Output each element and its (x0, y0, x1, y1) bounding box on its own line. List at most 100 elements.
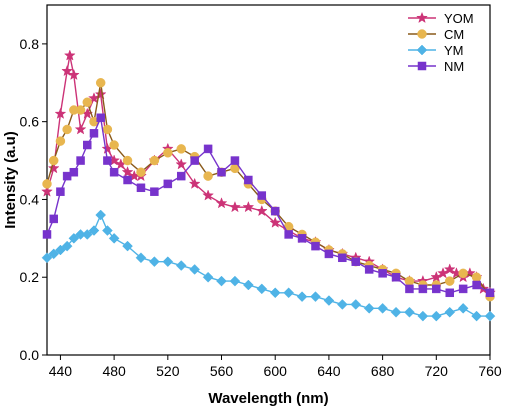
data-point (230, 156, 240, 165)
data-point (63, 49, 76, 61)
x-tick-label: 760 (478, 363, 502, 379)
data-point (96, 113, 105, 123)
data-point (417, 310, 429, 322)
data-point (444, 276, 455, 286)
legend-item-nm: NM (408, 59, 464, 74)
data-point (88, 225, 100, 236)
data-point (109, 167, 119, 177)
series-yom (41, 49, 496, 298)
data-point (123, 175, 132, 185)
data-point (136, 167, 146, 177)
data-point (283, 287, 294, 299)
x-tick-label: 560 (210, 363, 234, 379)
legend-label: YOM (444, 11, 474, 26)
data-point (149, 256, 160, 268)
data-point (41, 252, 53, 264)
data-point (203, 171, 213, 181)
data-point (311, 241, 320, 251)
data-point (310, 291, 321, 303)
legend-marker (417, 61, 427, 71)
y-axis-label: Intensity (a.u) (2, 131, 19, 229)
data-point (122, 240, 133, 252)
data-point (229, 275, 241, 287)
data-point (203, 144, 213, 154)
data-point (67, 68, 80, 81)
data-point (56, 187, 65, 196)
data-point (242, 201, 255, 213)
data-point (81, 229, 93, 240)
data-point (472, 280, 481, 290)
data-point (432, 284, 441, 294)
data-point (391, 272, 401, 282)
data-point (297, 234, 307, 243)
data-point (42, 230, 52, 239)
data-point (336, 299, 348, 310)
data-point (430, 310, 442, 322)
data-point (175, 158, 188, 170)
x-tick-label: 480 (102, 363, 126, 379)
data-point (471, 272, 482, 282)
data-point (284, 230, 293, 239)
data-point (378, 269, 387, 278)
data-point (150, 187, 159, 196)
data-point (445, 288, 454, 298)
x-tick-label: 640 (317, 363, 341, 379)
data-point (405, 284, 414, 294)
data-point (351, 257, 361, 266)
legend-marker (416, 11, 428, 24)
data-point (82, 97, 93, 107)
data-point (404, 306, 415, 318)
data-point (47, 162, 60, 174)
legend-marker (416, 44, 428, 56)
legend-item-cm: CM (408, 27, 464, 42)
data-point (243, 279, 254, 291)
data-point (41, 185, 53, 197)
data-point (54, 107, 67, 119)
data-point (55, 136, 66, 146)
data-point (103, 156, 112, 165)
data-point (48, 248, 60, 260)
x-tick-label: 520 (156, 363, 180, 379)
data-point (270, 206, 280, 216)
data-point (102, 225, 113, 236)
legend-label: YM (444, 43, 464, 58)
data-point (136, 183, 146, 193)
data-point (83, 140, 92, 150)
data-point (458, 268, 468, 279)
data-point (364, 265, 374, 274)
plot-area: 440 480 520 560 600 640 680 720 760 0.0 0.2 0.4 0.6… (20, 4, 502, 379)
data-point (109, 140, 119, 150)
data-point (269, 216, 282, 228)
data-point (135, 252, 147, 264)
series-cm (42, 78, 495, 302)
legend-label: NM (444, 59, 464, 74)
data-point (68, 232, 80, 244)
data-point (418, 284, 428, 294)
data-point (215, 197, 228, 209)
y-axis-ticks: 0.0 0.2 0.4 0.6 0.8 (20, 36, 47, 363)
data-point (94, 88, 107, 100)
data-point (443, 263, 456, 275)
data-point (61, 240, 73, 252)
y-tick-label: 0.0 (20, 347, 40, 363)
data-point (350, 299, 362, 310)
data-point (48, 155, 59, 166)
data-point (62, 124, 72, 135)
data-point (121, 166, 134, 178)
data-point (102, 124, 113, 135)
series-nm (42, 113, 495, 298)
data-point (471, 310, 482, 322)
data-point (269, 287, 281, 299)
data-point (55, 244, 66, 256)
data-point (323, 295, 335, 306)
data-point (485, 288, 495, 298)
data-point (390, 306, 402, 318)
data-point (244, 175, 253, 185)
data-point (189, 264, 201, 275)
data-point (162, 256, 174, 268)
data-point (296, 291, 308, 303)
series-line (46, 214, 490, 317)
data-point (202, 271, 214, 283)
y-tick-label: 0.2 (20, 269, 40, 285)
